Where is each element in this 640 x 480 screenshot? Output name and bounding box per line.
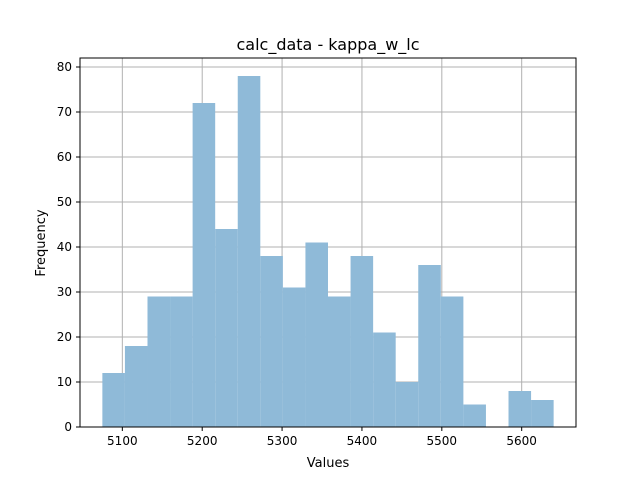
histogram-bar <box>440 296 464 427</box>
histogram-bar <box>147 296 171 427</box>
histogram-bar <box>124 346 148 427</box>
y-tick-label: 60 <box>57 150 72 164</box>
histogram-bar <box>282 287 306 427</box>
x-tick-label: 5300 <box>267 434 298 448</box>
histogram-bar <box>373 332 396 427</box>
bars-layer <box>102 76 554 427</box>
histogram-bar <box>102 373 125 427</box>
x-tick-label: 5100 <box>107 434 138 448</box>
histogram-bar <box>192 103 216 427</box>
histogram-bar <box>463 404 486 427</box>
histogram-bar <box>305 242 328 427</box>
histogram-bar <box>508 391 532 427</box>
y-tick-label: 40 <box>57 240 72 254</box>
histogram-bar <box>237 76 261 427</box>
y-tick-label: 0 <box>64 420 72 434</box>
y-tick-label: 80 <box>57 60 72 74</box>
histogram-bar <box>418 265 441 427</box>
y-tick-label: 20 <box>57 330 72 344</box>
y-tick-label: 10 <box>57 375 72 389</box>
x-tick-label: 5400 <box>347 434 378 448</box>
y-tick-label: 30 <box>57 285 72 299</box>
histogram-bar <box>170 296 193 427</box>
x-tick-label: 5600 <box>506 434 537 448</box>
x-axis: 5100 5200 5300 5400 5500 5600 <box>107 427 537 448</box>
histogram-bar <box>328 296 351 427</box>
x-axis-label: Values <box>307 456 350 471</box>
y-axis: 0 10 20 30 40 50 60 70 80 <box>57 60 80 434</box>
histogram-bar <box>215 229 238 427</box>
x-tick-label: 5500 <box>427 434 458 448</box>
y-tick-label: 50 <box>57 195 72 209</box>
histogram-bar <box>350 256 374 427</box>
histogram-bar <box>260 256 283 427</box>
grid-layer <box>80 58 576 428</box>
plot-frame <box>79 57 577 428</box>
x-tick-label: 5200 <box>187 434 218 448</box>
chart-title: calc_data - kappa_w_lc <box>236 35 419 55</box>
y-axis-label: Frequency <box>34 209 49 276</box>
y-tick-label: 70 <box>57 105 72 119</box>
histogram-bar <box>531 400 554 427</box>
histogram-bar <box>395 382 419 427</box>
